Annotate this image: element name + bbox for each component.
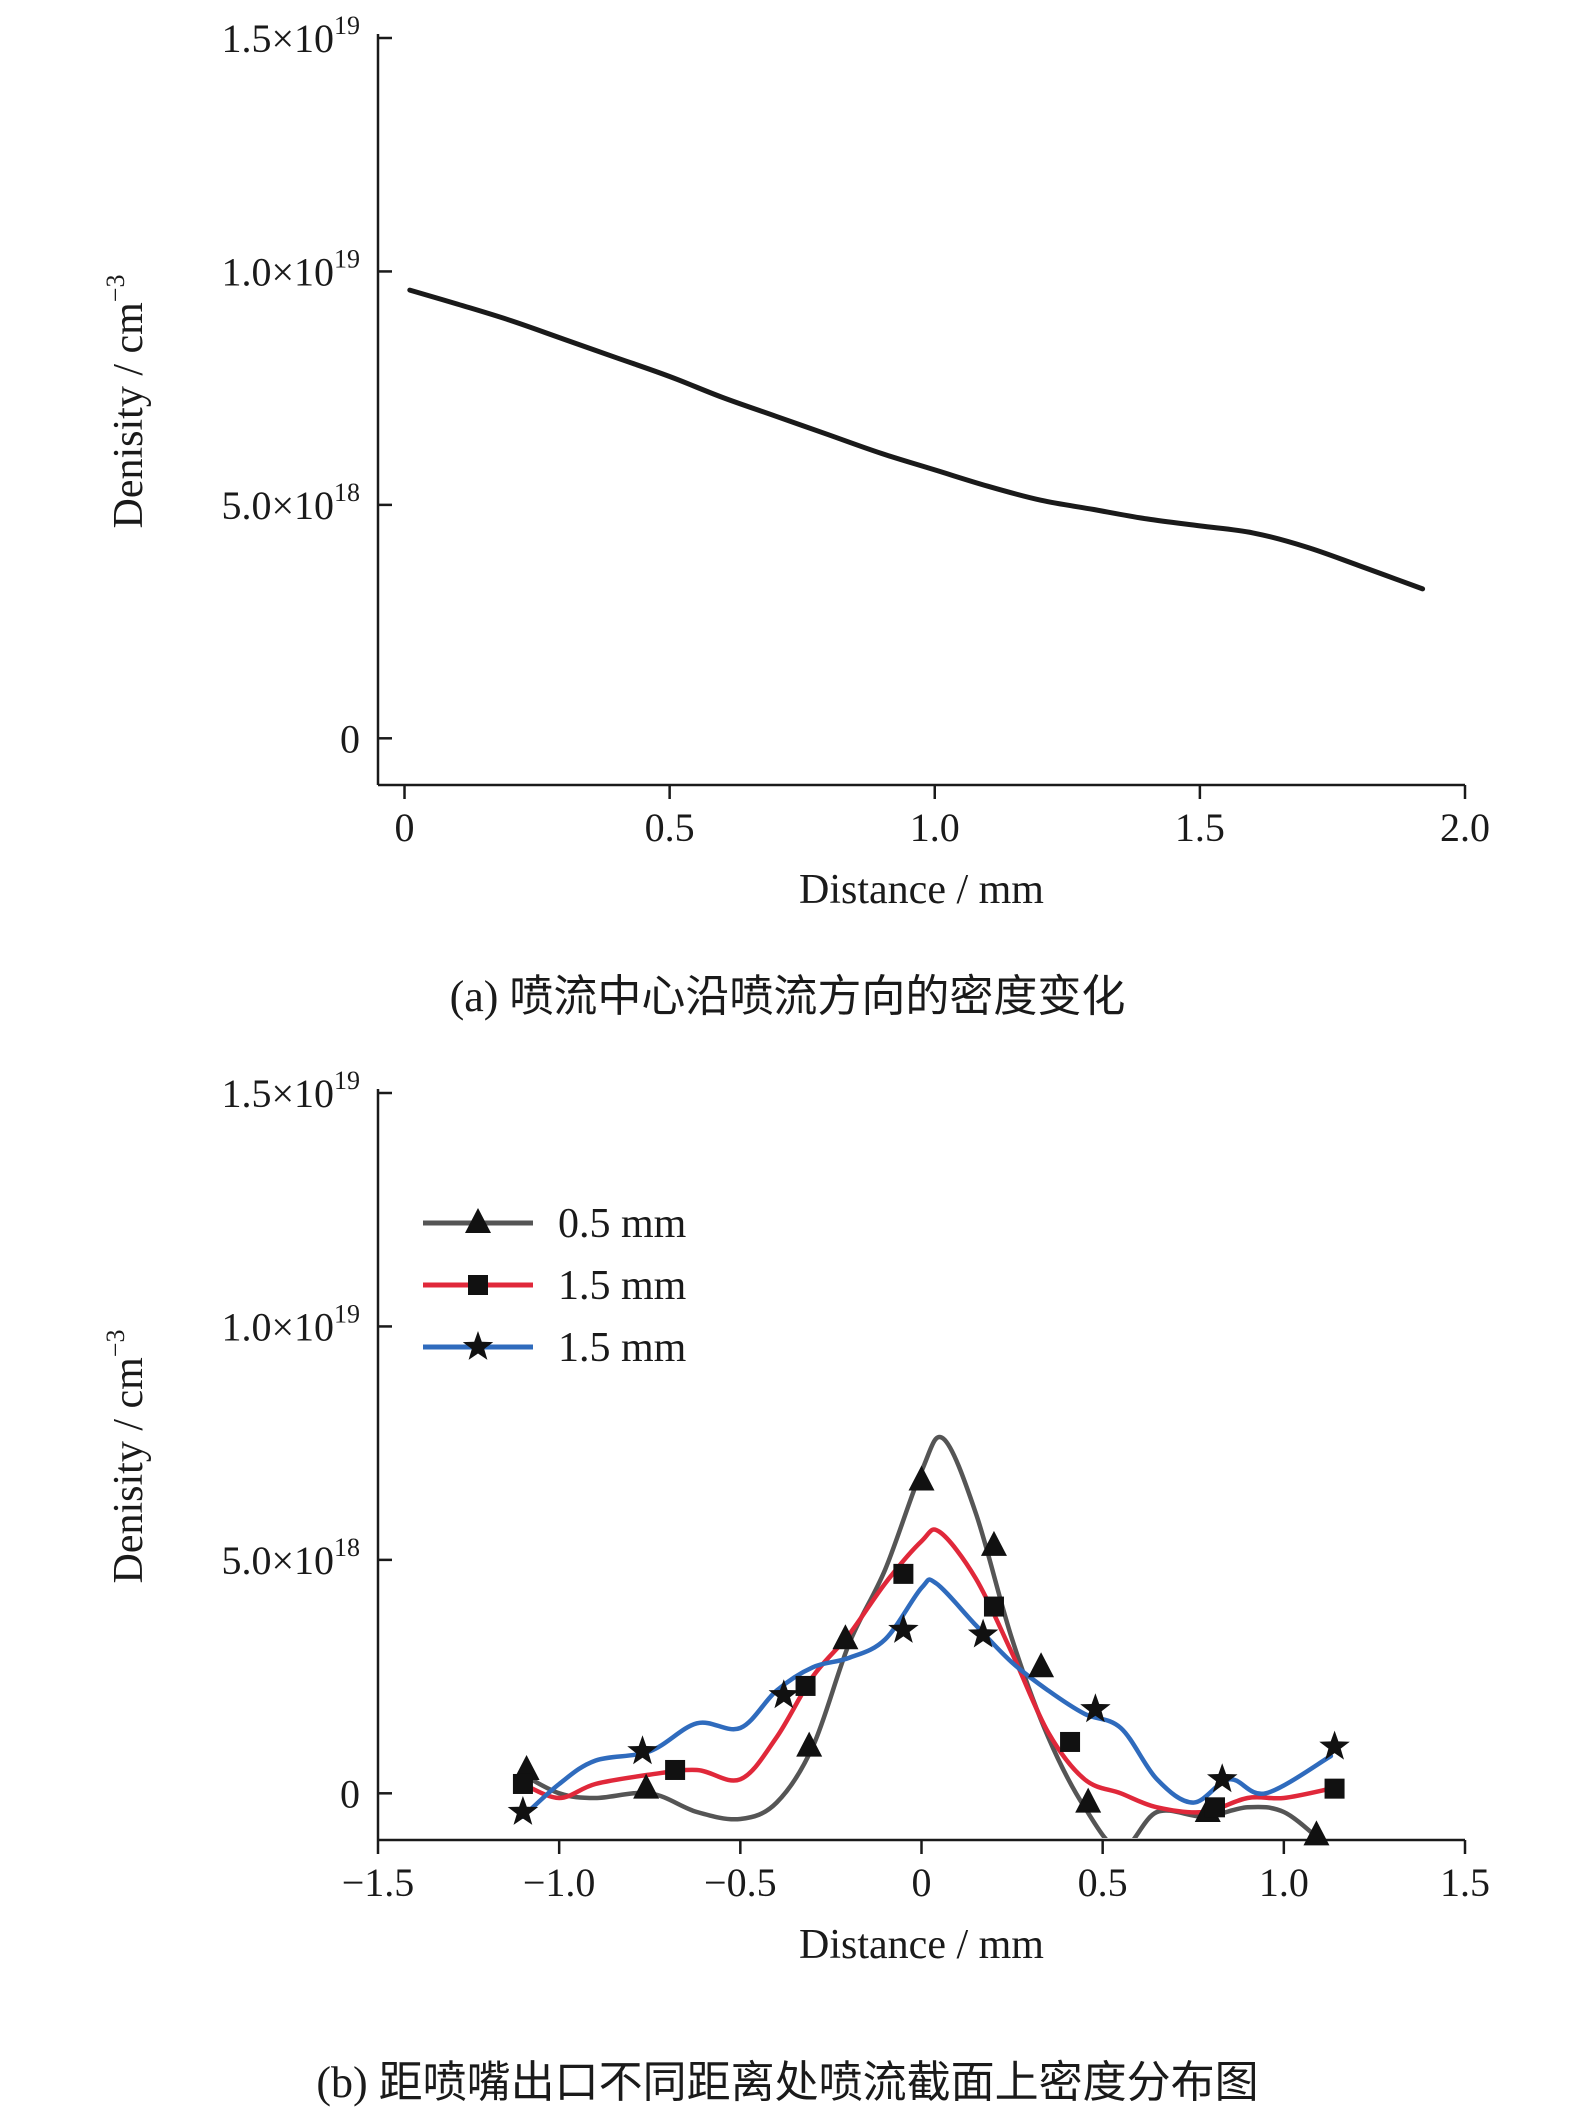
chart-b-legend-label-1: 1.5 mm	[558, 1263, 687, 1309]
chart-b-x-tick-label: −1.5	[342, 1860, 415, 1905]
chart-a-y-tick-label: 0	[340, 716, 360, 761]
chart-b-series-0-marker	[832, 1624, 859, 1650]
chart-b-series-0-marker	[1075, 1787, 1102, 1813]
chart-b-x-tick-label: −1.0	[523, 1860, 596, 1905]
chart-b-legend-label-0: 0.5 mm	[558, 1201, 687, 1247]
chart-b-legend-marker-1	[468, 1275, 488, 1295]
chart-b-caption: (b) 距喷嘴出口不同距离处喷流截面上密度分布图	[316, 2058, 1259, 2107]
chart-b-series-2-marker	[1207, 1763, 1238, 1793]
chart-a-x-tick-label: 0.5	[645, 805, 695, 850]
chart-b-series-1-marker	[512, 1773, 533, 1794]
chart-b-series-markers-2	[507, 1613, 1350, 1825]
chart-b-series-0-marker	[1028, 1652, 1055, 1678]
chart-b-series-0-marker	[633, 1773, 660, 1799]
chart-b-series-1-marker	[1060, 1731, 1081, 1752]
chart-b-y-tick-label: 0	[340, 1771, 360, 1816]
chart-b-legend: 0.5 mm 1.5 mm 1.5 mm	[423, 1201, 687, 1371]
chart-b-series-0-marker	[980, 1530, 1007, 1556]
chart-b-series-2-marker	[627, 1735, 658, 1765]
chart-a-x-tick-label: 2.0	[1440, 805, 1490, 850]
chart-b-series-2-marker	[888, 1613, 919, 1643]
chart-a-x-tick-label: 1.5	[1175, 805, 1225, 850]
chart-b-x-axis-label: Distance / mm	[799, 1922, 1044, 1968]
chart-b-x-tick-label: 0	[912, 1860, 932, 1905]
chart-b-series-1-marker	[1204, 1797, 1225, 1818]
chart-b-y-axis-label: Denisity / cm−3	[101, 1330, 152, 1584]
chart-b-series-0-marker	[513, 1754, 540, 1780]
chart-b-series-0-marker	[908, 1465, 935, 1491]
chart-b-svg: 0 5.0×1018 1.0×1019 1.5×1019 −1.5 −1.0 −0.5 0 0.…	[101, 1066, 1490, 1968]
chart-b-series-line-0	[520, 1434, 1322, 1838]
chart-b-axes	[376, 1089, 1465, 1842]
chart-a-x-axis-label: Distance / mm	[799, 867, 1044, 913]
chart-b-series-line-1	[520, 1527, 1334, 1815]
chart-b-series-2-marker	[1080, 1693, 1111, 1723]
chart-a: 0 5.0×1018 1.0×1019 1.5×1019 0 0.5 1.0 1.5 2.0 Di…	[0, 0, 1575, 1055]
chart-b-y-tick-label: 1.0×1019	[221, 1299, 360, 1349]
chart-a-x-tick-label: 1.0	[910, 805, 960, 850]
chart-b-series-2-marker	[507, 1796, 539, 1825]
chart-a-svg: 0 5.0×1018 1.0×1019 1.5×1019 0 0.5 1.0 1.5 2.0 Di…	[101, 11, 1490, 913]
chart-b-x-tick-label: 0.5	[1078, 1860, 1128, 1905]
chart-a-y-tick-label: 1.0×1019	[221, 244, 360, 294]
chart-a-caption: (a) 喷流中心沿喷流方向的密度变化	[449, 972, 1126, 1021]
chart-b-series-2-marker	[768, 1679, 799, 1709]
chart-b-series-0-marker	[1303, 1820, 1330, 1846]
chart-b-x-tick-label: 1.0	[1259, 1860, 1309, 1905]
chart-a-y-tick-label: 5.0×1018	[221, 478, 360, 528]
chart-b-y-tick-label: 5.0×1018	[221, 1533, 360, 1583]
chart-b: 0 5.0×1018 1.0×1019 1.5×1019 −1.5 −1.0 −0.5 0 0.…	[0, 1055, 1575, 2111]
chart-b-series-2-marker	[1319, 1730, 1350, 1760]
chart-b-x-tick-label: −0.5	[704, 1860, 777, 1905]
chart-b-series-markers-1	[512, 1563, 1345, 1818]
chart-b-series-2-marker	[967, 1618, 999, 1648]
chart-b-series-1-marker	[893, 1563, 914, 1584]
chart-b-legend-marker-0	[465, 1208, 491, 1233]
chart-a-y-axis-label: Denisity / cm−3	[101, 275, 152, 529]
chart-b-series-1-marker	[795, 1675, 816, 1696]
chart-b-series-1-marker	[1324, 1778, 1345, 1799]
chart-a-x-tick-label: 0	[395, 805, 415, 850]
chart-b-series-line-2	[520, 1577, 1334, 1819]
chart-b-series-markers-0	[513, 1465, 1330, 1846]
chart-b-legend-label-2: 1.5 mm	[558, 1325, 687, 1371]
chart-b-series-1-marker	[983, 1596, 1004, 1617]
chart-a-y-tick-label: 1.5×1019	[221, 11, 360, 61]
chart-a-axes	[376, 34, 1465, 787]
chart-b-x-tick-label: 1.5	[1440, 1860, 1490, 1905]
chart-a-series-line-0	[407, 287, 1426, 592]
chart-b-series-1-marker	[665, 1759, 686, 1780]
chart-b-legend-marker-2	[462, 1331, 494, 1360]
chart-b-series-0-marker	[796, 1731, 823, 1757]
chart-b-y-tick-label: 1.5×1019	[221, 1066, 360, 1116]
